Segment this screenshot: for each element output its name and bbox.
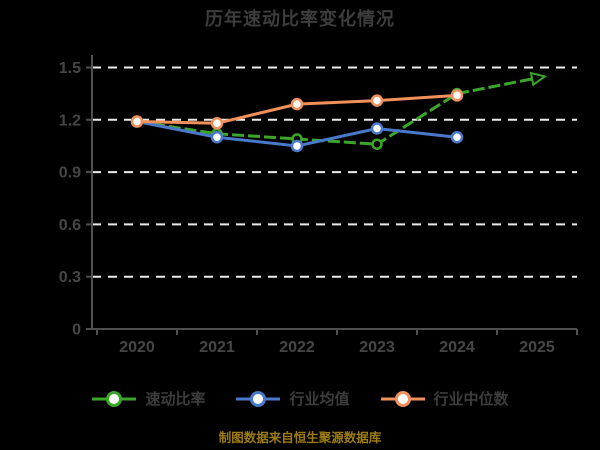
chart-legend: 速动比率 行业均值 行业中位数 (0, 388, 600, 409)
svg-text:0.3: 0.3 (59, 269, 81, 286)
svg-text:2021: 2021 (199, 339, 235, 356)
legend-label: 行业均值 (289, 391, 350, 408)
legend-item-2[interactable]: 行业中位数 (380, 388, 509, 409)
svg-text:2024: 2024 (439, 339, 475, 356)
svg-text:1.5: 1.5 (59, 60, 81, 77)
svg-text:0.6: 0.6 (59, 217, 81, 234)
svg-text:2020: 2020 (119, 339, 155, 356)
legend-item-0[interactable]: 速动比率 (91, 388, 205, 409)
legend-item-1[interactable]: 行业均值 (235, 388, 350, 409)
legend-line-marker-icon (380, 390, 425, 407)
legend-line-marker-icon (92, 390, 137, 407)
svg-text:1.2: 1.2 (59, 112, 81, 129)
chart-plot-area: 0 0.3 0.6 0.9 1.2 1.5 2020 2021 2022 2023 2024 2025 (59, 55, 578, 356)
data-source-caption: 制图数据来自恒生聚源数据库 (218, 431, 382, 445)
svg-text:2022: 2022 (279, 339, 315, 356)
chart-title: 历年速动比率变化情况 (205, 9, 395, 29)
svg-text:2025: 2025 (519, 339, 555, 356)
svg-text:0.9: 0.9 (59, 165, 81, 182)
legend-line-marker-icon (236, 390, 281, 407)
svg-text:0: 0 (72, 322, 81, 339)
svg-text:2023: 2023 (359, 339, 395, 356)
legend-label: 速动比率 (145, 391, 206, 408)
legend-label: 行业中位数 (433, 391, 509, 408)
